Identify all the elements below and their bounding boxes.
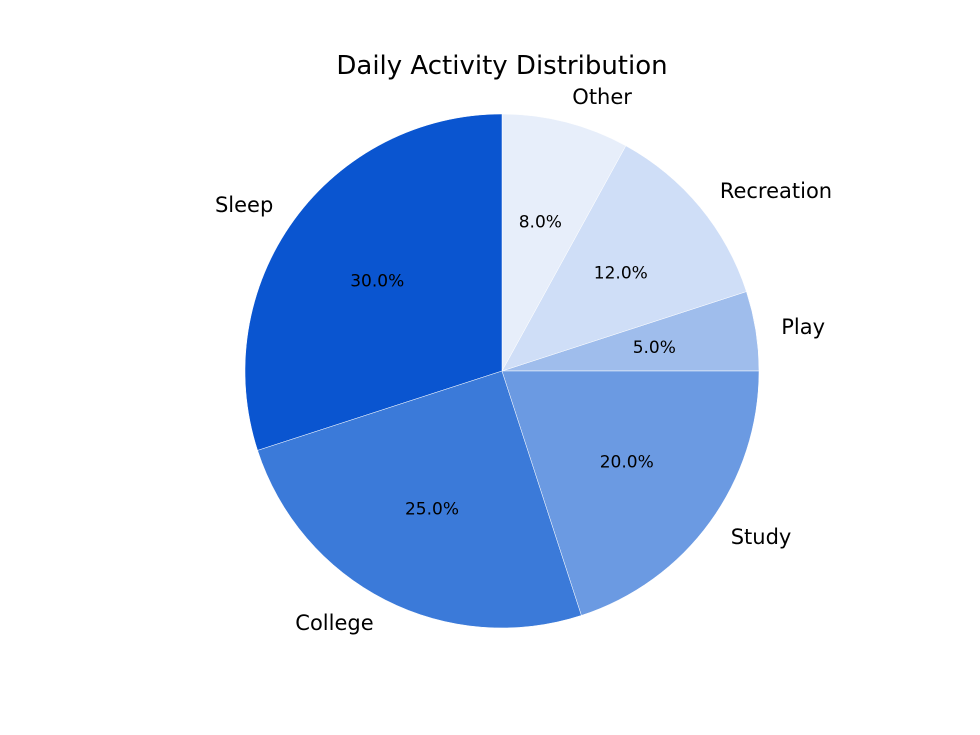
pct-label-study: 20.0% [600,453,654,473]
chart-title: Daily Activity Distribution [336,51,667,81]
label-study: Study [731,525,792,549]
pct-label-play: 5.0% [633,338,676,358]
slice-recreation [501,145,747,372]
label-recreation: Recreation [720,179,832,203]
slice-other [501,113,627,372]
pct-label-college: 25.0% [405,499,459,519]
label-sleep: Sleep [215,193,273,217]
label-other: Other [572,85,632,109]
pie-slices [244,113,760,629]
pct-label-other: 8.0% [519,213,562,233]
slice-college [257,370,582,629]
pct-label-recreation: 12.0% [594,264,648,284]
pie-labels: Play 5.0% Recreation 12.0% Other 8.0% Sleep 30.… [215,85,832,635]
pct-label-sleep: 30.0% [350,271,404,291]
slice-study [501,370,760,616]
label-play: Play [781,315,825,339]
label-college: College [295,611,373,635]
slice-sleep [244,113,503,451]
